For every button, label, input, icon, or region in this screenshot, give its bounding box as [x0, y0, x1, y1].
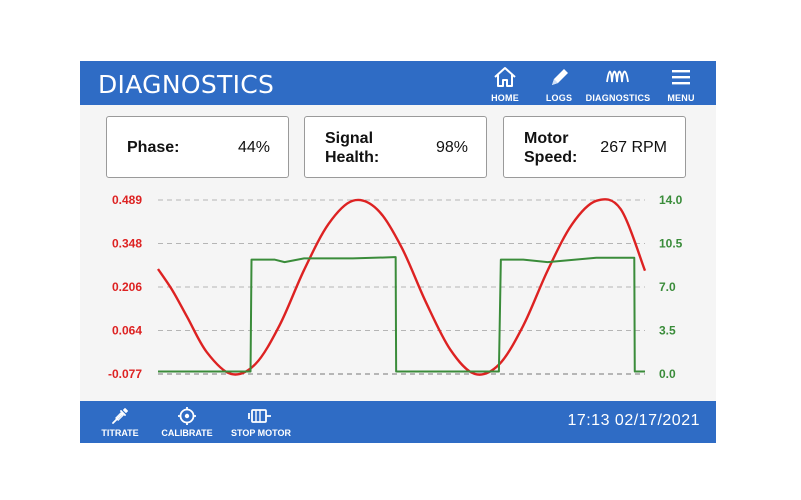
motor-icon	[248, 409, 271, 423]
signal-health-card: Signal Health: 98%	[304, 116, 487, 178]
signal-health-label-line2: Health:	[325, 149, 380, 166]
phase-value: 44%	[237, 139, 270, 156]
phase-label: Phase:	[127, 139, 180, 156]
right-axis-tick-label: 7.0	[659, 280, 676, 294]
waveform-icon	[606, 70, 629, 83]
target-icon	[178, 407, 196, 425]
motor-speed-label-line1: Motor	[524, 130, 569, 147]
diagnostics-chart: 0.489 0.348 0.206 0.064 -0.077 14.0 10.5 7.0 3.5…	[108, 193, 683, 381]
calibrate-button[interactable]: CALIBRATE	[158, 406, 216, 440]
titrate-button[interactable]: TITRATE	[94, 406, 146, 440]
nav-logs-label: LOGS	[545, 93, 573, 103]
signal-health-label: Signal Health:	[325, 129, 379, 167]
stop-motor-button[interactable]: STOP MOTOR	[226, 406, 296, 440]
signal-health-label-line1: Signal	[325, 130, 374, 147]
home-icon	[494, 67, 516, 87]
nav-menu[interactable]: MENU	[651, 64, 711, 104]
green-signal-line	[158, 256, 645, 373]
red-signal-line	[157, 198, 647, 376]
page-title: DIAGNOSTICS	[98, 70, 275, 99]
syringe-icon	[112, 408, 128, 424]
device-screen: DIAGNOSTICS HOME LOGS DIAGNOSTICS	[80, 61, 716, 443]
date-time-display: 17:13 02/17/2021	[567, 412, 700, 429]
nav-home-label: HOME	[491, 93, 519, 103]
pencil-icon	[552, 69, 568, 85]
right-axis-tick-label: 0.0	[659, 367, 676, 381]
left-axis-tick-label: -0.077	[108, 367, 142, 381]
left-axis-tick-label: 0.489	[112, 193, 142, 207]
motor-speed-value: 267 RPM	[600, 139, 667, 156]
phase-card: Phase: 44%	[106, 116, 289, 178]
motor-speed-label: Motor Speed:	[524, 129, 577, 167]
nav-logs[interactable]: LOGS	[529, 64, 589, 104]
right-axis-tick-label: 14.0	[659, 193, 683, 207]
left-axis-tick-label: 0.348	[112, 237, 142, 251]
left-axis-tick-label: 0.064	[112, 324, 142, 338]
right-axis-tick-label: 10.5	[659, 237, 683, 251]
nav-home[interactable]: HOME	[475, 64, 535, 104]
motor-speed-card: Motor Speed: 267 RPM	[503, 116, 686, 178]
signal-health-value: 98%	[435, 139, 468, 156]
nav-diagnostics-label: DIAGNOSTICS	[585, 93, 651, 103]
calibrate-label: CALIBRATE	[161, 428, 213, 438]
nav-menu-label: MENU	[667, 93, 695, 103]
stop-motor-label: STOP MOTOR	[230, 428, 291, 438]
left-axis-tick-label: 0.206	[112, 280, 142, 294]
right-axis-tick-label: 3.5	[659, 324, 676, 338]
titrate-label: TITRATE	[101, 428, 139, 438]
hamburger-menu-icon	[672, 70, 690, 85]
motor-speed-label-line2: Speed:	[524, 149, 578, 166]
footer-bar: TITRATE CALIBRATE STOP MOTOR 17:13 02/17…	[80, 401, 716, 443]
nav-diagnostics[interactable]: DIAGNOSTICS	[585, 64, 651, 104]
header-bar: DIAGNOSTICS HOME LOGS DIAGNOSTICS	[80, 61, 716, 105]
